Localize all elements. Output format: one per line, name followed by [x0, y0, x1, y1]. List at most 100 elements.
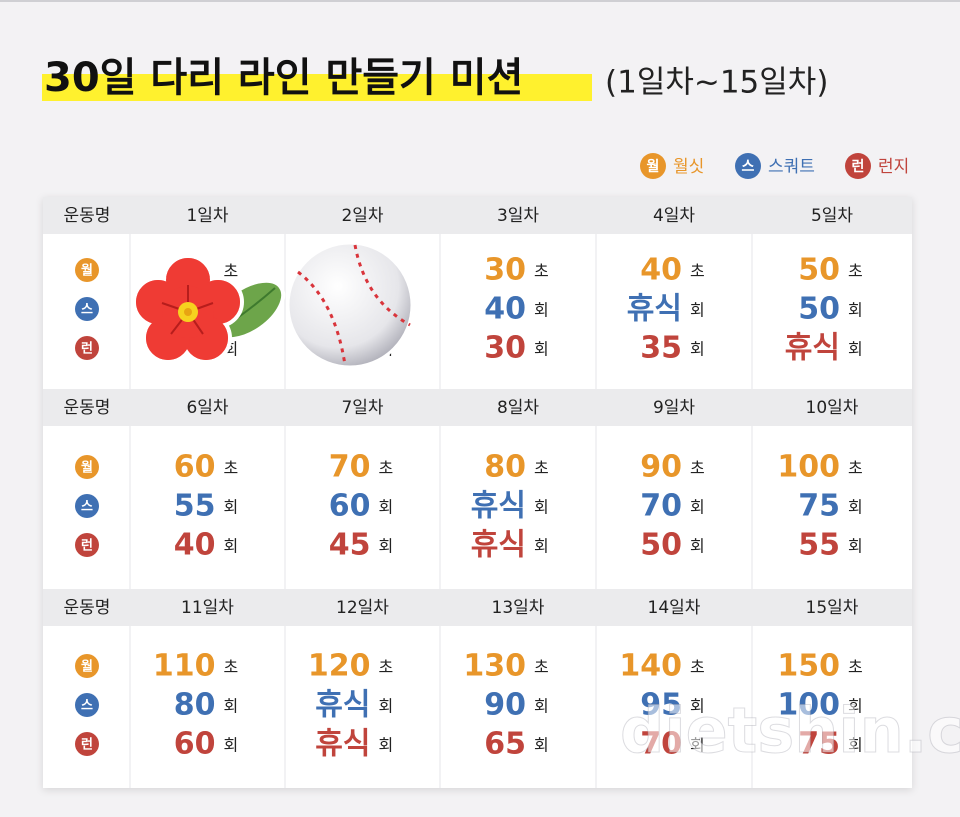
- row-icon: 스: [81, 500, 93, 515]
- cell-value: 80: [174, 688, 216, 723]
- cell-unit: 회: [690, 736, 705, 755]
- cell-unit: 회: [534, 498, 549, 517]
- cell-value: 휴식: [785, 331, 840, 366]
- day-label: 5일차: [811, 206, 853, 226]
- cell-value: 100: [777, 450, 840, 485]
- cell-value: 휴식: [471, 528, 526, 563]
- cell-value: 휴식: [471, 489, 526, 524]
- cell-unit: 초: [224, 262, 239, 281]
- baseball-sticker: [286, 241, 414, 369]
- cell-unit: 초: [690, 658, 705, 677]
- cell-value: 60: [174, 727, 216, 762]
- row-icon-bg: [75, 732, 99, 756]
- cell-value: 30: [484, 331, 526, 366]
- cell-value: 30: [484, 253, 526, 288]
- legend-label: 월싯: [673, 157, 704, 177]
- cell-unit: 회: [224, 498, 239, 517]
- cell-value: 50: [640, 528, 682, 563]
- header-row: [43, 389, 912, 426]
- cell-value: 70: [640, 489, 682, 524]
- cell-unit: 회: [690, 340, 705, 359]
- row-icon-bg: [75, 336, 99, 360]
- row-icon-bg: [75, 533, 99, 557]
- cell-unit: 회: [534, 736, 549, 755]
- title: 30일 다리 라인 만들기 미션: [44, 55, 523, 101]
- cell-value: 90: [640, 450, 682, 485]
- cell-value: 110: [153, 649, 216, 684]
- row-icon-bg: [75, 297, 99, 321]
- row-icon: 런: [81, 539, 93, 554]
- cell-unit: 회: [848, 340, 863, 359]
- cell-unit: 회: [224, 537, 239, 556]
- cell-value: 140: [619, 649, 682, 684]
- day-label: 7일차: [341, 398, 383, 418]
- header-label: 운동명: [64, 598, 111, 618]
- header-row: [43, 589, 912, 626]
- row-icon: 월: [81, 460, 93, 476]
- cell-unit: 회: [848, 697, 863, 716]
- cell-unit: 초: [690, 459, 705, 478]
- day-label: 3일차: [497, 206, 539, 226]
- row-icon-bg: [75, 693, 99, 717]
- cell-unit: 회: [224, 736, 239, 755]
- cell-unit: 초: [534, 459, 549, 478]
- cell-unit: 초: [848, 262, 863, 281]
- cell-value: 65: [484, 727, 526, 762]
- row-icon-bg: [75, 455, 99, 479]
- legend-icon: 스: [742, 159, 755, 175]
- day-label: 1일차: [186, 206, 228, 226]
- day-label: 2일차: [341, 206, 383, 226]
- cell-unit: 초: [534, 658, 549, 677]
- cell-unit: 회: [690, 498, 705, 517]
- cell-value: 55: [798, 528, 840, 563]
- row-icon-bg: [75, 494, 99, 518]
- header-label: 운동명: [64, 398, 111, 418]
- cell-unit: 초: [534, 262, 549, 281]
- cell-unit: 초: [224, 658, 239, 677]
- cell-unit: 회: [379, 697, 394, 716]
- legend-icon-bg: [845, 153, 871, 179]
- cell-unit: 회: [848, 498, 863, 517]
- cell-unit: 회: [534, 697, 549, 716]
- legend-icon-bg: [640, 153, 666, 179]
- legend-icon: 런: [852, 158, 865, 175]
- cell-unit: 초: [848, 658, 863, 677]
- day-label: 12일차: [336, 598, 389, 618]
- cell-unit: 회: [379, 736, 394, 755]
- legend-icon: 월: [647, 158, 660, 175]
- cell-unit: 회: [848, 537, 863, 556]
- cell-value: 75: [798, 727, 840, 762]
- legend-label: 스쿼트: [768, 157, 815, 177]
- cell-value: 90: [484, 688, 526, 723]
- cell-unit: 초: [690, 262, 705, 281]
- cell-unit: 초: [224, 459, 239, 478]
- row-icon: 런: [81, 738, 93, 753]
- day-label: 6일차: [186, 398, 228, 418]
- row-icon: 월: [81, 263, 93, 279]
- day-label: 13일차: [492, 598, 545, 618]
- cell-unit: 회: [534, 340, 549, 359]
- cell-unit: 회: [848, 736, 863, 755]
- header-label: 운동명: [64, 206, 111, 226]
- cell-value: 70: [640, 727, 682, 762]
- cell-value: 40: [174, 528, 216, 563]
- stickers: [132, 241, 414, 369]
- cell-unit: 초: [379, 459, 394, 478]
- subtitle: (1일차~15일차): [605, 65, 828, 101]
- cell-unit: 회: [690, 301, 705, 320]
- cell-value: 80: [484, 450, 526, 485]
- cell-value: 50: [798, 292, 840, 327]
- row-icon: 스: [81, 699, 93, 714]
- cell-value: 100: [777, 688, 840, 723]
- legend: 월 월싯 스 스쿼트 런 런지: [640, 153, 909, 179]
- cell-unit: 회: [224, 697, 239, 716]
- cell-value: 50: [798, 253, 840, 288]
- flower-sticker: [132, 254, 286, 364]
- day-label: 15일차: [806, 598, 859, 618]
- cell-unit: 회: [690, 537, 705, 556]
- cell-value: 휴식: [315, 688, 370, 723]
- cell-unit: 초: [848, 459, 863, 478]
- cell-value: 60: [329, 489, 371, 524]
